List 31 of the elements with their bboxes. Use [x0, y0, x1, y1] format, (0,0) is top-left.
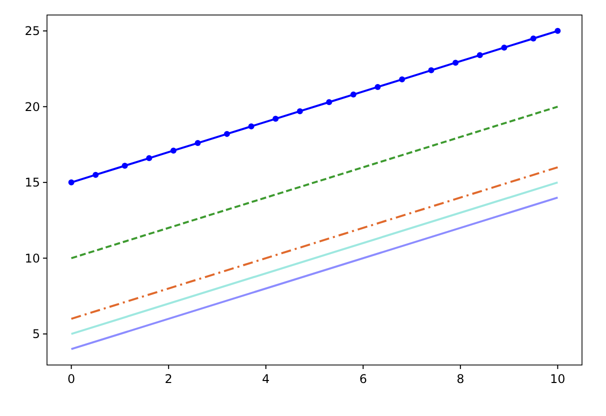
y-tick-label: 25 [24, 24, 40, 38]
point [248, 123, 254, 130]
point [122, 162, 128, 169]
point [530, 35, 536, 42]
point [399, 76, 406, 82]
y-tick-label: 15 [24, 176, 40, 190]
y-tick-label: 10 [24, 251, 40, 266]
x-tick-label: 2 [164, 372, 172, 386]
point [452, 60, 459, 66]
y-tick-label: 5 [32, 327, 40, 342]
point [170, 148, 176, 154]
point [224, 130, 230, 137]
x-tick-label: 6 [359, 372, 367, 386]
point [554, 28, 561, 34]
point [374, 84, 381, 90]
point [272, 116, 279, 122]
point [501, 44, 508, 51]
x-tick-label: 8 [456, 372, 464, 386]
point [428, 67, 434, 74]
x-tick-label: 4 [262, 372, 270, 386]
x-tick-label: 10 [550, 372, 566, 386]
point [350, 92, 356, 98]
point [92, 172, 99, 178]
point [194, 140, 201, 146]
point [476, 52, 483, 58]
x-tick-label: 0 [68, 372, 76, 386]
point [68, 179, 74, 186]
point [326, 99, 332, 106]
point [296, 108, 303, 114]
y-tick-label: 20 [24, 100, 40, 114]
point [146, 155, 152, 162]
